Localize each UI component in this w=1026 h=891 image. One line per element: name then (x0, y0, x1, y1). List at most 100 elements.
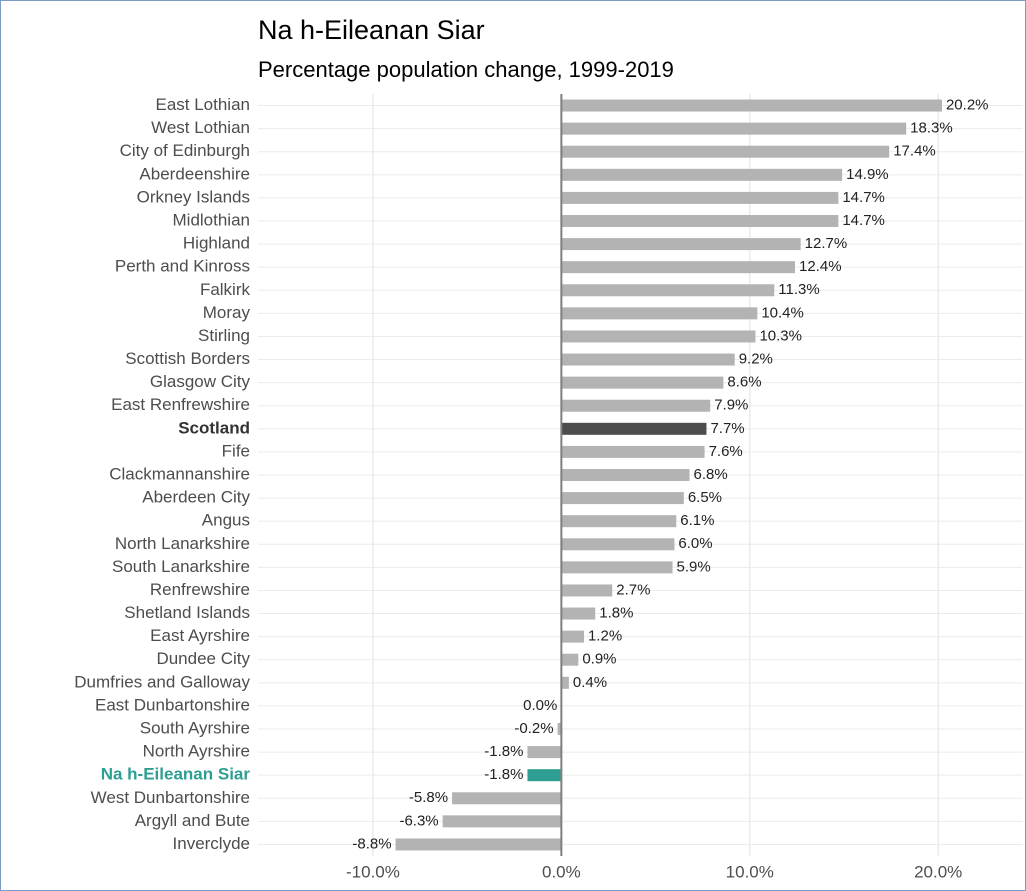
y-tick-label: East Lothian (155, 95, 250, 114)
y-tick-label: Dumfries and Galloway (74, 672, 250, 691)
value-label: 8.6% (727, 374, 761, 391)
y-tick-label: East Renfrewshire (111, 395, 250, 414)
y-tick-label: Aberdeen City (142, 488, 250, 507)
bar (452, 792, 562, 805)
value-label: 18.3% (910, 120, 953, 137)
bar (561, 145, 890, 158)
y-tick-label: Dundee City (156, 649, 250, 668)
y-tick-label: Stirling (198, 326, 250, 345)
value-label: -5.8% (409, 789, 448, 806)
y-tick-label: Moray (203, 303, 251, 322)
y-tick-label: Falkirk (200, 280, 251, 299)
y-tick-label: West Dunbartonshire (91, 788, 250, 807)
value-label: 5.9% (677, 558, 711, 575)
bar (561, 561, 673, 574)
bar (442, 815, 562, 828)
value-label: 14.9% (846, 166, 889, 183)
y-tick-label: Shetland Islands (124, 603, 250, 622)
y-tick-label: Orkney Islands (137, 187, 250, 206)
y-tick-label: Midlothian (173, 210, 251, 229)
value-label: -1.8% (484, 743, 523, 760)
y-tick-label: West Lothian (151, 118, 250, 137)
y-tick-label: South Lanarkshire (112, 557, 250, 576)
y-tick-label: Aberdeenshire (139, 164, 250, 183)
value-label: 12.4% (799, 258, 842, 275)
bar (527, 769, 562, 782)
value-label: 6.1% (680, 512, 714, 529)
value-label: 7.7% (710, 420, 744, 437)
bar (561, 492, 684, 505)
value-label: 10.4% (761, 304, 804, 321)
bar (561, 630, 584, 643)
value-label: 7.9% (714, 397, 748, 414)
y-tick-label: Argyll and Bute (135, 811, 250, 830)
value-label: 7.6% (709, 443, 743, 460)
chart-subtitle: Percentage population change, 1999-2019 (258, 57, 674, 82)
value-label: 10.3% (759, 327, 802, 344)
value-label: 6.0% (678, 535, 712, 552)
bar (561, 399, 711, 412)
value-label: 20.2% (946, 97, 989, 114)
bar (561, 99, 942, 112)
bar (561, 422, 707, 435)
chart-title: Na h-Eileanan Siar (258, 15, 485, 45)
bar (395, 838, 562, 851)
value-label: 1.8% (599, 605, 633, 622)
bar (561, 538, 675, 551)
y-tick-label: Renfrewshire (150, 580, 250, 599)
y-tick-label: City of Edinburgh (120, 141, 250, 160)
y-tick-label: East Ayrshire (150, 626, 250, 645)
value-label: 0.0% (523, 697, 557, 714)
bar (561, 238, 801, 251)
y-tick-label: North Ayrshire (143, 742, 250, 761)
bar (557, 723, 562, 735)
value-label: 0.4% (573, 674, 607, 691)
y-tick-label: Scotland (178, 418, 250, 437)
value-label: 9.2% (739, 351, 773, 368)
bar (561, 653, 579, 666)
y-tick-label: Na h-Eileanan Siar (101, 765, 251, 784)
bar (561, 445, 705, 458)
value-label: 17.4% (893, 143, 936, 160)
y-tick-label: Inverclyde (173, 834, 250, 853)
bar (561, 376, 724, 389)
y-tick-label: Clackmannanshire (109, 464, 250, 483)
bar (527, 746, 562, 759)
bar (561, 215, 839, 227)
value-label: -1.8% (484, 766, 523, 783)
bar (561, 122, 907, 135)
y-tick-label: North Lanarkshire (115, 534, 250, 553)
value-label: 0.9% (582, 651, 616, 668)
bar (561, 607, 596, 620)
bar (561, 515, 677, 528)
y-tick-label: Glasgow City (150, 372, 251, 391)
x-tick-label: 0.0% (542, 862, 581, 881)
x-tick-label: -10.0% (346, 862, 400, 881)
value-label: -0.2% (514, 720, 553, 737)
bar (561, 168, 843, 181)
value-label: 12.7% (805, 235, 848, 252)
value-label: 14.7% (842, 212, 885, 229)
y-tick-label: Fife (222, 441, 250, 460)
value-label: -6.3% (399, 812, 438, 829)
x-tick-label: 20.0% (914, 862, 962, 881)
bar (561, 307, 758, 320)
bar (561, 676, 569, 689)
value-label: -8.8% (352, 835, 391, 852)
y-tick-label: South Ayrshire (140, 718, 250, 737)
value-label: 6.5% (688, 489, 722, 506)
bar (561, 330, 756, 343)
bar (561, 284, 775, 297)
bar (561, 584, 613, 597)
bar (561, 353, 735, 366)
bar (561, 191, 839, 204)
y-tick-label: Highland (183, 234, 250, 253)
value-label: 2.7% (616, 581, 650, 598)
y-tick-label: Scottish Borders (125, 349, 250, 368)
y-tick-label: Angus (202, 511, 250, 530)
value-label: 1.2% (588, 628, 622, 645)
bar (561, 261, 796, 274)
value-label: 6.8% (693, 466, 727, 483)
x-tick-label: 10.0% (726, 862, 774, 881)
